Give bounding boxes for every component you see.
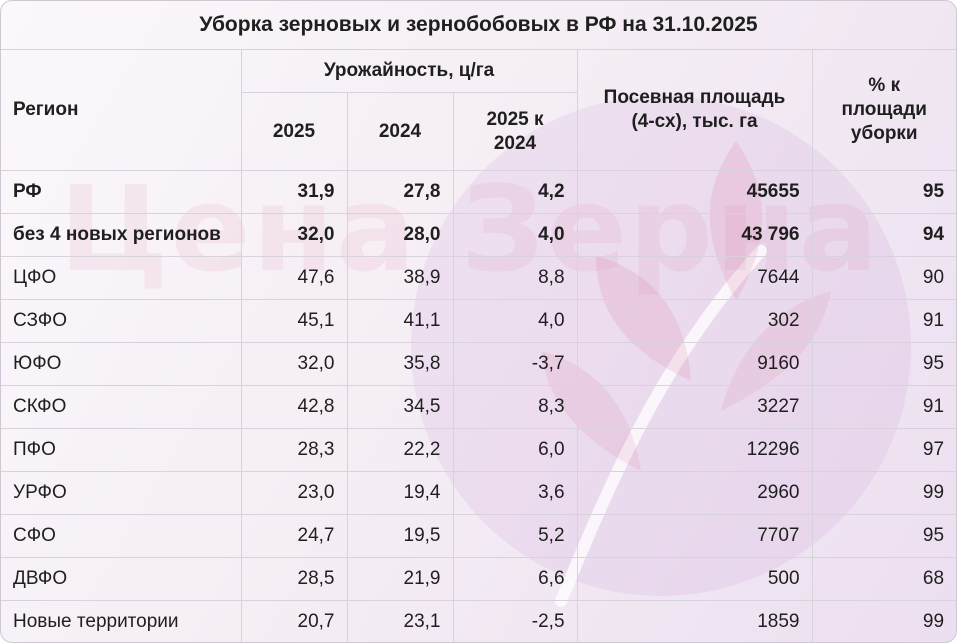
harvest-table: Регион Урожайность, ц/га Посевная площад… — [1, 49, 956, 642]
cell-change: 3,6 — [452, 471, 578, 515]
cell-change: 6,0 — [452, 428, 578, 472]
cell-yield-2025: 24,7 — [240, 514, 348, 558]
cell-area: 2960 — [576, 471, 813, 515]
cell-yield-2024: 38,9 — [346, 256, 454, 300]
header-change: 2025 к 2024 — [452, 92, 578, 171]
cell-change: 5,2 — [452, 514, 578, 558]
cell-yield-2025: 31,9 — [240, 170, 348, 214]
table-row: ПФО 28,3 22,2 6,0 12296 97 — [1, 428, 956, 472]
header-harvest-pct: % к площади уборки — [811, 49, 956, 171]
cell-yield-2024: 28,0 — [346, 213, 454, 257]
cell-harvest-pct: 95 — [811, 170, 956, 214]
cell-harvest-pct: 95 — [811, 514, 956, 558]
cell-yield-2025: 32,0 — [240, 213, 348, 257]
cell-region: без 4 новых регионов — [1, 213, 242, 257]
cell-yield-2024: 21,9 — [346, 557, 454, 601]
cell-change: -3,7 — [452, 342, 578, 386]
cell-area: 7644 — [576, 256, 813, 300]
cell-region: ЦФО — [1, 256, 242, 300]
table-row: Новые территории 20,7 23,1 -2,5 1859 99 — [1, 600, 956, 642]
cell-yield-2024: 22,2 — [346, 428, 454, 472]
cell-area: 12296 — [576, 428, 813, 472]
cell-region: РФ — [1, 170, 242, 214]
cell-yield-2025: 42,8 — [240, 385, 348, 429]
cell-harvest-pct: 99 — [811, 600, 956, 642]
cell-harvest-pct: 99 — [811, 471, 956, 515]
cell-yield-2024: 34,5 — [346, 385, 454, 429]
cell-yield-2024: 19,5 — [346, 514, 454, 558]
cell-area: 1859 — [576, 600, 813, 642]
cell-area: 43 796 — [576, 213, 813, 257]
cell-change: 4,0 — [452, 213, 578, 257]
cell-change: 8,3 — [452, 385, 578, 429]
cell-harvest-pct: 68 — [811, 557, 956, 601]
header-yield-group: Урожайность, ц/га — [240, 49, 578, 93]
cell-change: 4,0 — [452, 299, 578, 343]
cell-yield-2024: 19,4 — [346, 471, 454, 515]
cell-yield-2025: 32,0 — [240, 342, 348, 386]
cell-region: Новые территории — [1, 600, 242, 642]
cell-change: 4,2 — [452, 170, 578, 214]
table-row: ДВФО 28,5 21,9 6,6 500 68 — [1, 557, 956, 601]
page-title: Уборка зерновых и зернобобовых в РФ на 3… — [1, 1, 956, 50]
table-row: ЦФО 47,6 38,9 8,8 7644 90 — [1, 256, 956, 300]
cell-harvest-pct: 94 — [811, 213, 956, 257]
cell-yield-2024: 23,1 — [346, 600, 454, 642]
cell-yield-2024: 27,8 — [346, 170, 454, 214]
cell-harvest-pct: 91 — [811, 299, 956, 343]
cell-area: 45655 — [576, 170, 813, 214]
cell-harvest-pct: 95 — [811, 342, 956, 386]
cell-area: 7707 — [576, 514, 813, 558]
cell-yield-2025: 20,7 — [240, 600, 348, 642]
header-2025: 2025 — [241, 92, 348, 171]
cell-yield-2025: 23,0 — [240, 471, 348, 515]
cell-yield-2025: 28,5 — [240, 557, 348, 601]
table-row: без 4 новых регионов 32,0 28,0 4,0 43 796 94 — [1, 213, 956, 257]
table-row: СЗФО 45,1 41,1 4,0 302 91 — [1, 299, 956, 343]
cell-area: 500 — [576, 557, 813, 601]
cell-area: 3227 — [576, 385, 813, 429]
cell-change: 6,6 — [452, 557, 578, 601]
cell-change: -2,5 — [452, 600, 578, 642]
header-region: Регион — [1, 49, 242, 171]
table-row: УРФО 23,0 19,4 3,6 2960 99 — [1, 471, 956, 515]
cell-yield-2025: 47,6 — [240, 256, 348, 300]
table-row: СКФО 42,8 34,5 8,3 3227 91 — [1, 385, 956, 429]
table-row: ЮФО 32,0 35,8 -3,7 9160 95 — [1, 342, 956, 386]
cell-yield-2024: 41,1 — [346, 299, 454, 343]
cell-harvest-pct: 90 — [811, 256, 956, 300]
cell-harvest-pct: 91 — [811, 385, 956, 429]
table-row: СФО 24,7 19,5 5,2 7707 95 — [1, 514, 956, 558]
cell-region: УРФО — [1, 471, 242, 515]
cell-area: 9160 — [576, 342, 813, 386]
cell-yield-2024: 35,8 — [346, 342, 454, 386]
cell-region: ПФО — [1, 428, 242, 472]
cell-region: ЮФО — [1, 342, 242, 386]
cell-yield-2025: 28,3 — [240, 428, 348, 472]
header-2024: 2024 — [346, 92, 454, 171]
cell-harvest-pct: 97 — [811, 428, 956, 472]
cell-region: СКФО — [1, 385, 242, 429]
cell-yield-2025: 45,1 — [240, 299, 348, 343]
cell-region: СФО — [1, 514, 242, 558]
cell-region: СЗФО — [1, 299, 242, 343]
table-row: РФ 31,9 27,8 4,2 45655 95 — [1, 170, 956, 214]
cell-region: ДВФО — [1, 557, 242, 601]
header-area: Посевная площадь (4-сх), тыс. га — [576, 49, 813, 171]
table-body: РФ 31,9 27,8 4,2 45655 95 без 4 новых регионов… — [1, 170, 956, 642]
cell-change: 8,8 — [452, 256, 578, 300]
cell-area: 302 — [576, 299, 813, 343]
